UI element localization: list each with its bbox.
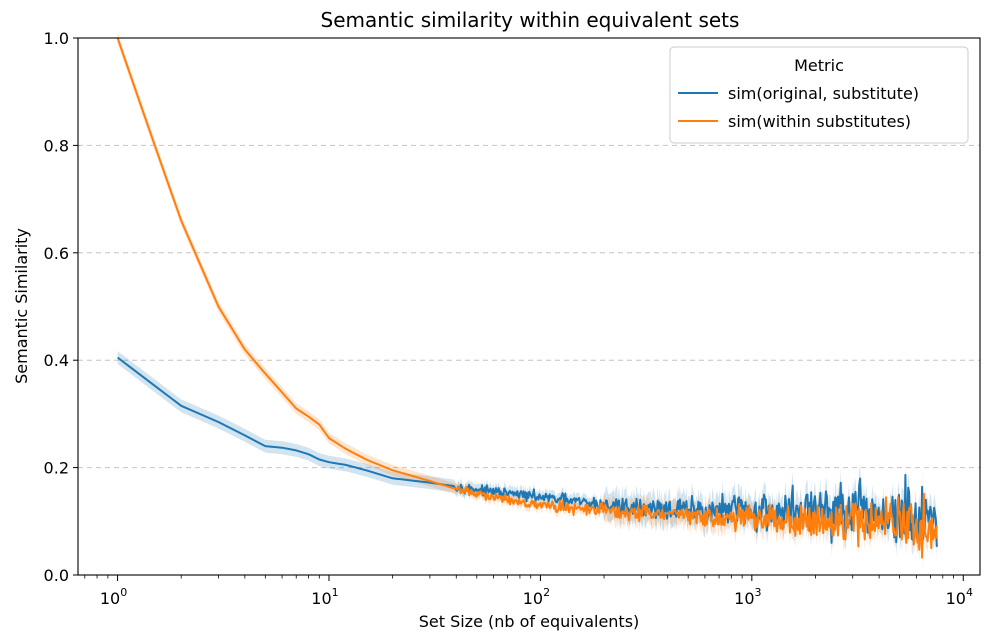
y-tick-label: 0.0 — [44, 566, 69, 585]
x-tick-label: 101 — [311, 586, 338, 608]
y-axis-ticks: 0.0 0.2 0.4 0.6 0.8 1.0 — [44, 29, 78, 585]
y-axis-label: Semantic Similarity — [12, 228, 31, 384]
y-tick-label: 0.6 — [44, 244, 69, 263]
x-axis-label: Set Size (nb of equivalents) — [419, 612, 640, 631]
series-line-1 — [116, 37, 938, 559]
x-tick-label: 104 — [946, 586, 973, 608]
legend-box — [669, 46, 969, 144]
y-tick-label: 1.0 — [44, 29, 69, 48]
legend-label-within-substitutes: sim(within substitutes) — [728, 112, 911, 131]
plot-frame — [77, 37, 981, 576]
y-tick-label: 0.2 — [44, 459, 69, 478]
legend-label-original-substitute: sim(original, substitute) — [728, 84, 919, 103]
grid-lines — [78, 144, 980, 469]
legend-title: Metric — [794, 56, 844, 75]
legend: Metric sim(original, substitute) sim(wit… — [669, 46, 969, 144]
x-tick-label: 103 — [734, 586, 761, 608]
x-tick-label: 100 — [100, 586, 127, 608]
y-tick-label: 0.8 — [44, 136, 69, 155]
chart-title: Semantic similarity within equivalent se… — [321, 8, 740, 32]
x-tick-label: 102 — [523, 586, 550, 608]
x-axis-ticks: 100 101 102 103 104 — [84, 575, 973, 608]
series-lines — [116, 37, 938, 559]
series-line-0 — [116, 356, 938, 547]
y-tick-label: 0.4 — [44, 351, 69, 370]
